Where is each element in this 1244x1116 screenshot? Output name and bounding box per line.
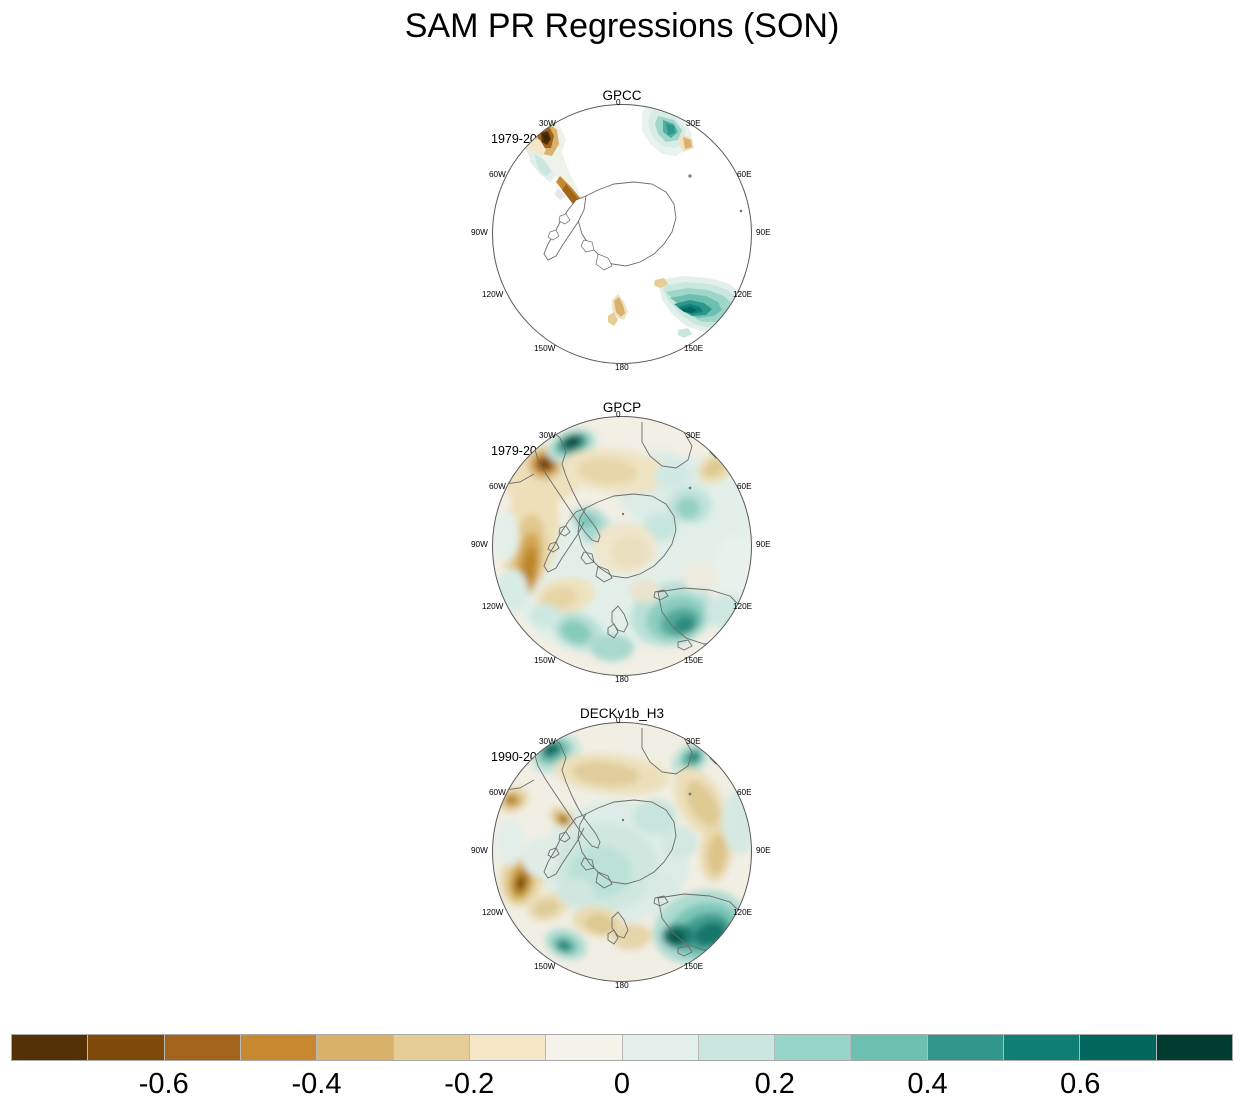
map-gpcc: 1979-2012	[0, 98, 1244, 372]
lon-90e: 90E	[756, 540, 771, 549]
lon-150w: 150W	[534, 344, 556, 353]
lon-60e: 60E	[737, 788, 752, 797]
lon-30w: 30W	[539, 119, 556, 128]
lon-0: 0	[616, 98, 621, 107]
colorbar-tick-3: 0	[613, 1068, 631, 1100]
colorbar-tick-labels: -0.6 -0.4 -0.2 0 0.2 0.4 0.6	[0, 1061, 1244, 1107]
lon-30w: 30W	[539, 431, 556, 440]
colorbar-segment-3	[240, 1035, 318, 1060]
panel-gpcc: GPCC 1979-2012	[0, 88, 1244, 372]
panel-gpcp: GPCP 1979-2012	[0, 400, 1244, 684]
colorbar-tick-1: -0.4	[291, 1068, 342, 1100]
colorbar-segment-4	[317, 1035, 394, 1060]
lon-30w: 30W	[539, 737, 556, 746]
lon-150e: 150E	[684, 962, 704, 971]
colorbar-segment-5	[393, 1035, 470, 1060]
lon-120e: 120E	[733, 908, 753, 917]
colorbar-segment-12	[927, 1035, 1005, 1060]
lon-150w: 150W	[534, 656, 556, 665]
colorbar-segment-14	[1080, 1035, 1157, 1060]
data-layer-gpcp	[492, 416, 752, 676]
map-svg-gpcc: 0	[492, 104, 752, 364]
lon-60w: 60W	[489, 170, 506, 179]
lon-30e: 30E	[686, 431, 701, 440]
colorbar-segment-11	[851, 1035, 928, 1060]
map-svg-deck	[492, 722, 752, 982]
colorbar-segment-10	[775, 1035, 852, 1060]
colorbar-tick-6: 0.6	[1060, 1068, 1101, 1100]
lon-150e: 150E	[684, 656, 704, 665]
colorbar-tick-4: 0.2	[754, 1068, 795, 1100]
panel-title-gpcp: GPCP	[602, 400, 642, 415]
lon-90w: 90W	[471, 540, 488, 549]
lon-120e: 120E	[733, 290, 753, 299]
map-svg-gpcp	[492, 416, 752, 676]
panel-title-deck: DECKv1b_H3	[579, 706, 665, 721]
colorbar-tick-0: -0.6	[138, 1068, 189, 1100]
lon-60w: 60W	[489, 788, 506, 797]
lon-150w: 150W	[534, 962, 556, 971]
lon-90w: 90W	[471, 228, 488, 237]
colorbar-segment-13	[1004, 1035, 1081, 1060]
lon-60w: 60W	[489, 482, 506, 491]
data-layer-gpcc	[493, 104, 752, 364]
lon-60e: 60E	[737, 482, 752, 491]
lon-120w: 120W	[482, 908, 504, 917]
lon-30e: 30E	[686, 737, 701, 746]
lon-30e: 30E	[686, 119, 701, 128]
panel-title-gpcc: GPCC	[602, 88, 642, 103]
colorbar-segment-6	[469, 1035, 547, 1060]
map-gpcp: 1979-2012	[0, 410, 1244, 684]
lon-90e: 90E	[756, 846, 771, 855]
lon-180: 180	[615, 363, 629, 372]
lon-150e: 150E	[684, 344, 704, 353]
lon-60e: 60E	[737, 170, 752, 179]
colorbar[interactable]	[11, 1034, 1233, 1061]
lon-120w: 120W	[482, 290, 504, 299]
lon-120e: 120E	[733, 602, 753, 611]
data-layer-deck	[492, 722, 752, 982]
colorbar-segment-15	[1156, 1035, 1232, 1060]
map-deck: 1990-2014	[0, 716, 1244, 990]
colorbar-segment-8	[622, 1035, 699, 1060]
colorbar-segment-9	[698, 1035, 776, 1060]
colorbar-segment-0	[12, 1035, 89, 1060]
colorbar-group: -0.6 -0.4 -0.2 0 0.2 0.4 0.6	[0, 1034, 1244, 1107]
panel-deck: DECKv1b_H3 1990-2014	[0, 706, 1244, 990]
lon-90e: 90E	[756, 228, 771, 237]
colorbar-segment-1	[88, 1035, 165, 1060]
colorbar-segment-2	[164, 1035, 241, 1060]
lon-180: 180	[615, 981, 629, 990]
lon-0: 0	[616, 410, 621, 419]
lon-180: 180	[615, 675, 629, 684]
lon-0: 0	[616, 716, 621, 725]
colorbar-tick-5: 0.4	[907, 1068, 948, 1100]
colorbar-segment-7	[546, 1035, 623, 1060]
colorbar-tick-2: -0.2	[444, 1068, 495, 1100]
lon-90w: 90W	[471, 846, 488, 855]
lon-120w: 120W	[482, 602, 504, 611]
figure-title: SAM PR Regressions (SON)	[404, 7, 840, 45]
